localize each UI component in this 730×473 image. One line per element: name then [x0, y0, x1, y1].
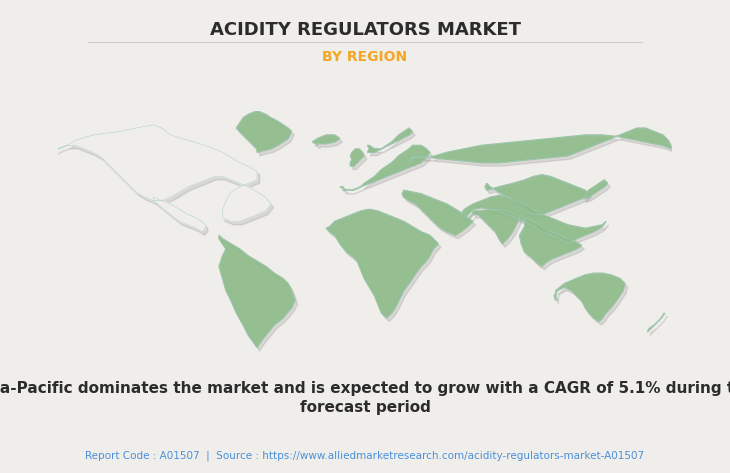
Polygon shape — [350, 149, 364, 166]
Text: forecast period: forecast period — [299, 400, 431, 415]
Polygon shape — [370, 131, 415, 156]
Polygon shape — [488, 178, 591, 218]
Polygon shape — [315, 139, 342, 149]
Polygon shape — [326, 210, 439, 318]
Polygon shape — [469, 210, 520, 244]
Polygon shape — [219, 235, 295, 348]
Polygon shape — [583, 180, 607, 199]
Polygon shape — [153, 197, 205, 232]
Text: Report Code : A01507  |  Source : https://www.alliedmarketresearch.com/acidity-r: Report Code : A01507 | Source : https://… — [85, 450, 645, 461]
Polygon shape — [404, 194, 475, 239]
Polygon shape — [368, 128, 412, 152]
Polygon shape — [412, 131, 675, 166]
Polygon shape — [472, 213, 522, 247]
Polygon shape — [237, 111, 291, 152]
Polygon shape — [557, 277, 628, 325]
Polygon shape — [312, 135, 340, 145]
Polygon shape — [485, 175, 588, 214]
Polygon shape — [353, 152, 366, 170]
Polygon shape — [402, 190, 473, 235]
Polygon shape — [342, 149, 432, 194]
Polygon shape — [409, 128, 672, 163]
Polygon shape — [239, 114, 294, 156]
Text: BY REGION: BY REGION — [323, 50, 407, 64]
Polygon shape — [648, 313, 665, 332]
Polygon shape — [554, 273, 625, 322]
Polygon shape — [461, 195, 606, 244]
Polygon shape — [156, 201, 208, 235]
Polygon shape — [586, 184, 610, 202]
Polygon shape — [53, 125, 271, 221]
Polygon shape — [340, 145, 430, 190]
Text: ACIDITY REGULATORS MARKET: ACIDITY REGULATORS MARKET — [210, 21, 520, 39]
Text: Asia-Pacific dominates the market and is expected to grow with a CAGR of 5.1% du: Asia-Pacific dominates the market and is… — [0, 381, 730, 396]
Polygon shape — [328, 213, 441, 322]
Polygon shape — [464, 199, 609, 247]
Polygon shape — [650, 316, 667, 335]
Polygon shape — [222, 239, 298, 351]
Polygon shape — [55, 128, 274, 225]
Polygon shape — [522, 221, 585, 270]
Polygon shape — [520, 218, 582, 266]
